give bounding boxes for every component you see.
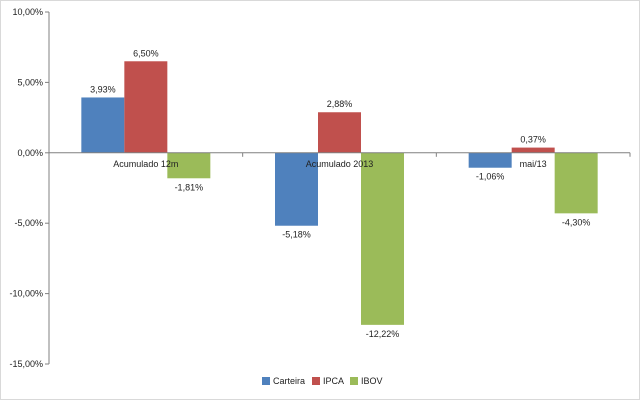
data-label: -1,81% [175,182,204,192]
data-label: 6,50% [133,48,159,58]
bar-carteira-1 [275,152,318,226]
legend-swatch-ibov [350,377,358,385]
data-label: 3,93% [90,84,116,94]
data-label: -12,22% [366,329,400,339]
legend-label-ibov: IBOV [361,376,383,386]
bar-ibov-0 [167,152,211,179]
bar-ibov-2 [554,152,598,214]
y-tick-label: -5,00% [14,218,43,228]
y-tick-label: 10,00% [12,7,43,17]
bar-ipca-2 [511,147,555,153]
y-tick-label: 0,00% [17,148,43,158]
legend-label-carteira: Carteira [273,376,305,386]
category-label: mai/13 [520,159,547,169]
bar-ipca-1 [318,112,361,153]
y-tick-label: 5,00% [17,77,43,87]
category-label: Acumulado 12m [113,159,178,169]
legend-swatch-carteira [262,377,270,385]
data-label: 2,88% [327,99,353,109]
bar-ipca-0 [124,61,168,153]
legend-label-ipca: IPCA [323,376,344,386]
data-label: 0,37% [520,135,546,145]
category-label: Acumulado 2013 [306,159,374,169]
y-tick-label: -10,00% [9,289,43,299]
data-label: -5,18% [282,230,311,240]
data-label: -4,30% [562,217,591,227]
bar-carteira-2 [468,152,512,168]
legend-swatch-ipca [312,377,320,385]
bar-carteira-0 [81,97,125,153]
bar-ibov-1 [361,152,404,325]
data-label: -1,06% [476,172,505,182]
y-tick-label: -15,00% [9,359,43,369]
